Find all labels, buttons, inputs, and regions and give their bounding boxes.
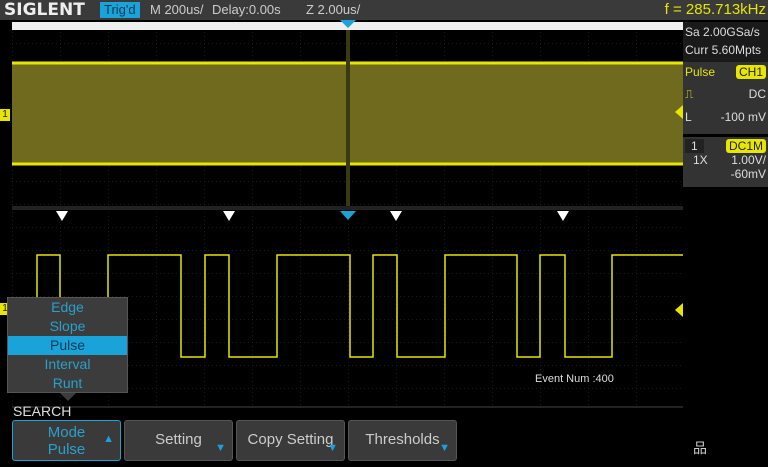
channel1-info[interactable]: 1 DC1M 1X 1.00V/ -60mV	[683, 137, 768, 187]
channel1-marker[interactable]: 1	[0, 109, 10, 121]
memory-depth: Curr 5.60Mpts	[685, 43, 762, 57]
trigger-type: Pulse	[685, 65, 716, 79]
mode-label: Mode	[47, 424, 86, 441]
delay[interactable]: Delay:0.00s	[212, 2, 281, 17]
mode-button[interactable]: Mode Pulse ▲	[12, 420, 121, 461]
network-icon: 品	[693, 440, 707, 456]
probe-ratio: 1X	[693, 153, 708, 167]
setting-button[interactable]: Setting ▼	[124, 420, 233, 461]
menu-item-runt[interactable]: Runt	[52, 375, 83, 391]
arrow-up-icon: ▲	[103, 433, 114, 445]
menu-item-edge[interactable]: Edge	[51, 299, 84, 315]
trigger-info[interactable]: Pulse CH1 ⎍ DC L -100 mV	[683, 62, 768, 134]
menu-pointer	[60, 393, 76, 401]
channel-offset: -60mV	[730, 167, 766, 181]
thresholds-label: Thresholds	[365, 431, 440, 448]
menu-title: SEARCH	[13, 403, 72, 419]
menu-item-pulse[interactable]: Pulse	[8, 336, 127, 355]
mode-dropdown-menu: Edge Slope Pulse Interval Runt	[7, 297, 128, 393]
channel-number: 1	[685, 139, 704, 153]
acquisition-info: Sa 2.00GSa/s Curr 5.60Mpts	[683, 22, 768, 62]
right-info-panel: Sa 2.00GSa/s Curr 5.60Mpts Pulse CH1 ⎍ DC …	[683, 20, 768, 461]
trigger-status: Trig'd	[100, 2, 140, 18]
copy-setting-label: Copy Setting	[247, 431, 334, 448]
trigger-position-marker	[340, 20, 356, 28]
zoom-trigger-marker	[340, 211, 356, 220]
thresholds-button[interactable]: Thresholds ▼	[348, 420, 457, 461]
zoom-window	[346, 30, 350, 206]
timebase[interactable]: M 200us/	[150, 2, 204, 17]
trigger-level: -100 mV	[720, 110, 766, 124]
top-status-bar: SIGLENT Trig'd M 200us/ Delay:0.00s Z 2.…	[0, 0, 768, 20]
mode-value: Pulse	[47, 441, 86, 458]
zoom-trigger-level-marker	[675, 303, 683, 317]
arrow-down-icon: ▼	[439, 442, 450, 454]
trigger-source: CH1	[735, 65, 766, 79]
siglent-logo: SIGLENT	[4, 0, 85, 20]
menu-item-interval[interactable]: Interval	[44, 356, 91, 372]
pulse-icon: ⎍	[685, 87, 694, 101]
trigger-level-marker	[675, 105, 683, 119]
frequency-readout: f = 285.713kHz	[664, 1, 766, 18]
sample-rate: Sa 2.00GSa/s	[685, 25, 760, 39]
arrow-down-icon: ▼	[327, 442, 338, 454]
trigger-coupling: DC	[748, 87, 766, 101]
channel-coupling: DC1M	[725, 139, 766, 153]
volts-div: 1.00V/	[731, 153, 766, 167]
menu-item-slope[interactable]: Slope	[49, 318, 86, 334]
event-count: Event Num :400	[535, 373, 614, 385]
setting-label: Setting	[155, 431, 202, 448]
channel1-zoom-marker[interactable]: 1	[0, 303, 10, 315]
zoom-timebase[interactable]: Z 2.00us/	[306, 2, 361, 17]
level-label: L	[685, 110, 692, 124]
event-markers	[56, 211, 569, 221]
copy-setting-button[interactable]: Copy Setting ▼	[236, 420, 345, 461]
arrow-down-icon: ▼	[215, 442, 226, 454]
